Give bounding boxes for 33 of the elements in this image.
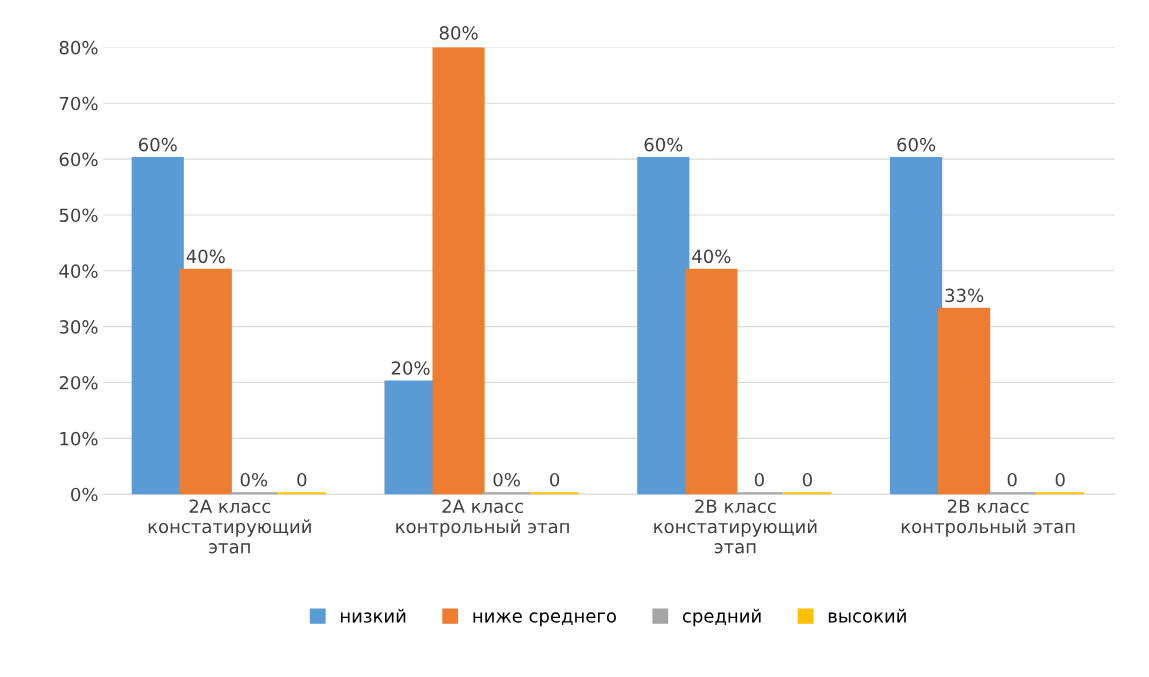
data-label: 80% (439, 26, 478, 40)
y-tick-label: 20% (59, 375, 98, 390)
legend-label: ниже среднего (473, 612, 616, 627)
y-tick-label: 60% (59, 152, 98, 167)
legend-label: высокий (828, 608, 906, 623)
data-label: 0 (297, 472, 307, 487)
y-tick-label: 10% (60, 431, 98, 446)
data-label: 0 (754, 472, 764, 487)
data-label: 60% (897, 137, 936, 152)
data-label: 40% (186, 249, 225, 264)
data-label: 0 (1055, 472, 1065, 487)
x-tick-label: 2В класс констатирующий этап (654, 499, 817, 554)
x-tick-label: 2А класс контрольный этап (396, 499, 569, 537)
y-tick-label: 70% (59, 96, 98, 111)
data-label: 20% (391, 361, 430, 375)
legend-label: средний (682, 608, 761, 627)
y-tick-label: 0% (71, 487, 98, 502)
x-tick-label: 2А класс констатирующий этап (148, 499, 311, 554)
y-tick-label: 30% (59, 320, 98, 334)
legend-label: низкий (341, 608, 406, 623)
data-label: 60% (644, 137, 683, 152)
data-label: 0 (802, 472, 812, 487)
data-label: 0 (550, 472, 560, 487)
data-label: 0 (1007, 472, 1017, 487)
data-label: 0% (240, 472, 268, 487)
data-label: 0% (493, 472, 520, 487)
data-label: 60% (138, 137, 177, 152)
y-tick-label: 50% (59, 208, 98, 223)
y-tick-label: 40% (59, 264, 98, 278)
data-label: 33% (945, 288, 984, 303)
data-label: 40% (692, 249, 731, 264)
y-tick-label: 80% (59, 40, 98, 55)
x-tick-label: 2В класс контрольный этап (901, 499, 1075, 537)
